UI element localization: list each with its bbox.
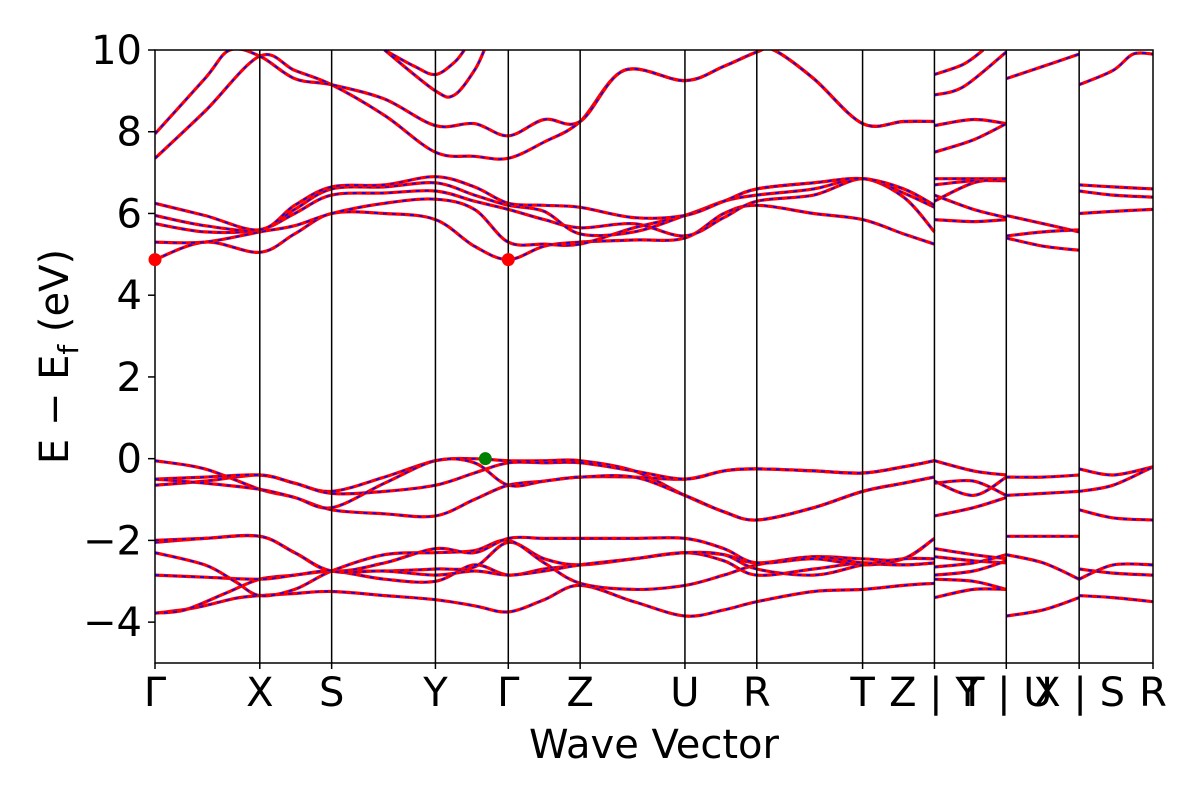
band-line-dashed (1006, 229, 1080, 237)
band-line-dashed (1078, 466, 1153, 476)
band-line-dashed (934, 479, 1007, 497)
x-tick-label: R (743, 670, 771, 716)
x-tick-label: Γ (497, 670, 520, 716)
band-line-dashed (934, 496, 1007, 517)
band-line (155, 175, 936, 232)
y-tick-label: 6 (117, 191, 142, 237)
band-line-dashed (934, 118, 1007, 127)
cbm-marker (148, 253, 162, 267)
band-line-dashed (934, 218, 1007, 223)
band-line-dashed (155, 459, 935, 518)
band-line-dashed (155, 177, 935, 237)
band-line-dashed (934, 588, 1007, 599)
band-line-dashed (1078, 52, 1153, 86)
band-line-dashed (934, 177, 1007, 202)
band-line-dashed (1006, 596, 1080, 617)
x-tick-label: X (246, 670, 273, 716)
band-line (933, 122, 1008, 154)
bands-layer (155, 50, 1153, 618)
band-line (155, 457, 935, 522)
band-line (1006, 596, 1080, 618)
band-line-dashed (155, 50, 935, 137)
band-line-dashed (1079, 568, 1153, 576)
band-line-dashed (934, 553, 1007, 568)
band-line-dashed (155, 175, 935, 231)
x-tick-label: U (670, 670, 699, 716)
band-line-dashed (1006, 474, 1080, 479)
y-tick-label: 8 (117, 110, 142, 156)
band-line (383, 50, 486, 99)
x-tick-label: T (849, 670, 875, 716)
x-tick-label: X | S (1033, 670, 1125, 716)
band-line-dashed (934, 122, 1007, 153)
band-line-dashed (155, 459, 935, 495)
x-tick-label: Z | Y (889, 670, 980, 716)
band-line (155, 456, 935, 522)
band-line-dashed (1078, 563, 1153, 580)
band-line-dashed (1078, 509, 1153, 521)
band-line-dashed (1079, 208, 1153, 215)
y-axis-ticks: 10 8 6 4 2 0 −2 −4 (83, 28, 155, 646)
band-line-dashed (155, 457, 935, 521)
band-line (1005, 553, 1080, 581)
y-axis-label-unit: (eV) (32, 249, 78, 345)
y-tick-label: 2 (117, 355, 142, 401)
band-line-dashed (155, 177, 935, 237)
band-line-dashed (1006, 553, 1080, 580)
y-tick-label: 0 (117, 437, 142, 483)
y-axis-label-main: E − E (32, 355, 78, 465)
x-axis-label: Wave Vector (529, 722, 780, 768)
band-line (155, 203, 935, 262)
kpoint-lines (259, 50, 1080, 663)
band-line-dashed (1079, 594, 1153, 603)
x-tick-label: Y (422, 670, 448, 716)
y-tick-label: 10 (91, 28, 142, 74)
vbm-marker (478, 452, 492, 466)
band-line-dashed (1006, 53, 1080, 80)
plot-frame (154, 49, 1154, 664)
band-line-dashed (934, 50, 984, 76)
y-axis-label-subscript: f (52, 344, 85, 355)
band-line (155, 459, 935, 519)
band-line (1078, 465, 1153, 493)
band-line-dashed (155, 534, 935, 576)
band-line-dashed (934, 194, 1007, 219)
x-tick-label: T | U (959, 670, 1053, 716)
band-line-dashed (155, 551, 935, 584)
x-tick-label: S (319, 670, 344, 716)
band-line (933, 459, 1007, 477)
y-axis-label: E − Ef (eV) (32, 249, 85, 464)
markers-layer (148, 253, 515, 466)
band-line-dashed (155, 534, 935, 573)
band-line-dashed (155, 457, 935, 521)
x-tick-label: R (1139, 670, 1167, 716)
band-line-dashed (934, 51, 1007, 96)
band-line-dashed (934, 560, 1007, 576)
band-line-dashed (1006, 490, 1080, 497)
band-line-dashed (155, 177, 936, 247)
y-tick-label: 4 (117, 273, 142, 319)
band-line-dashed (934, 476, 1007, 497)
band-line-dashed (1006, 237, 1080, 251)
band-line (155, 50, 935, 138)
band-line (933, 50, 985, 77)
band-line (155, 581, 935, 618)
cbm-marker (501, 253, 515, 267)
band-line-dashed (1079, 184, 1153, 190)
x-tick-label: Γ (144, 670, 167, 716)
x-tick-label: Z (566, 670, 593, 716)
band-line-dashed (934, 578, 1007, 591)
y-tick-label: −4 (83, 600, 142, 646)
band-line-dashed (934, 459, 1007, 476)
band-line-dashed (1079, 190, 1153, 198)
band-line-dashed (155, 539, 935, 597)
y-tick-label: −2 (83, 518, 142, 564)
